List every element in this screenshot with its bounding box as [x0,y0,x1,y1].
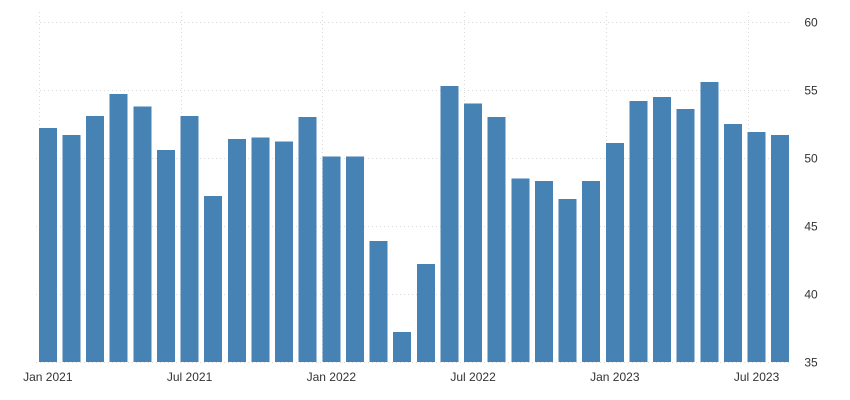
bar-sep-2022[interactable] [511,178,530,362]
x-axis-ticks: Jan 2021 Jul 2021 Jan 2022 Jul 2022 Jan 2023… [23,370,779,384]
bar-dec-2022[interactable] [582,181,601,362]
bar-jun-2021[interactable] [156,149,175,362]
bar-may-2021[interactable] [133,106,152,362]
bar-nov-2022[interactable] [558,198,577,362]
x-tick-label: Jan 2022 [307,370,357,384]
y-tick-label: 45 [804,220,818,234]
bar-sep-2021[interactable] [227,138,246,362]
y-tick-label: 55 [804,84,818,98]
bar-apr-2023[interactable] [676,109,695,362]
bar-feb-2022[interactable] [345,156,364,362]
bar-aug-2021[interactable] [204,196,223,362]
bar-dec-2021[interactable] [298,117,317,362]
bar-nov-2021[interactable] [275,141,294,362]
bars [38,81,790,363]
bar-apr-2021[interactable] [109,94,128,362]
y-tick-label: 50 [804,152,818,166]
x-tick-label: Jul 2021 [167,370,213,384]
bar-jan-2023[interactable] [605,143,624,362]
y-tick-label: 35 [804,356,818,370]
bar-jun-2022[interactable] [440,85,459,363]
x-tick-label: Jul 2022 [450,370,496,384]
x-tick-label: Jan 2021 [23,370,73,384]
bar-apr-2022[interactable] [393,332,412,362]
bar-mar-2023[interactable] [653,96,672,363]
bar-aug-2022[interactable] [487,117,506,362]
bar-jul-2021[interactable] [180,115,199,362]
bar-may-2022[interactable] [416,264,435,362]
bar-jul-2023[interactable] [747,132,766,362]
bar-jun-2023[interactable] [723,124,742,362]
bar-mar-2022[interactable] [369,240,388,362]
x-tick-label: Jul 2023 [734,370,780,384]
y-tick-label: 60 [804,16,818,30]
bar-may-2023[interactable] [700,81,719,362]
bar-mar-2021[interactable] [86,115,105,362]
bar-aug-2023[interactable] [771,134,790,362]
y-tick-label: 40 [804,288,818,302]
bar-oct-2022[interactable] [534,181,553,362]
bar-jul-2022[interactable] [464,103,483,362]
x-tick-label: Jan 2023 [590,370,640,384]
bar-feb-2021[interactable] [62,134,81,362]
bar-oct-2021[interactable] [251,137,270,362]
bar-jan-2021[interactable] [38,128,57,362]
bar-feb-2023[interactable] [629,100,648,362]
bar-jan-2022[interactable] [322,156,341,362]
y-axis-ticks: 35 40 45 50 55 60 [804,16,818,370]
